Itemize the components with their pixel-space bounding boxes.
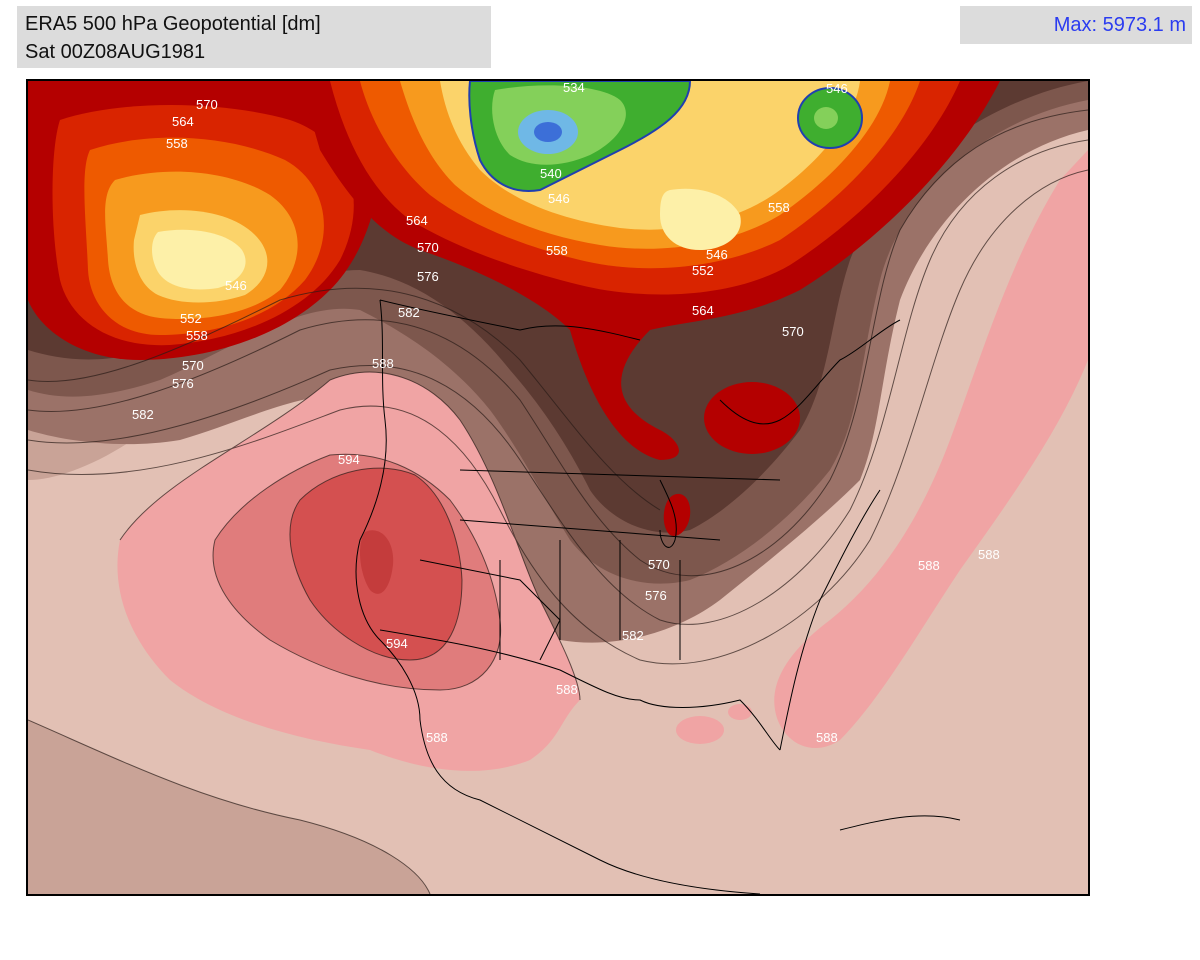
contour-label: 540	[540, 166, 562, 181]
contour-label: 558	[166, 136, 188, 151]
contour-label: 546	[225, 278, 247, 293]
contour-label: 558	[186, 328, 208, 343]
contour-label: 594	[338, 452, 360, 467]
contour-label: 552	[692, 263, 714, 278]
contour-label: 576	[172, 376, 194, 391]
contour-label: 564	[692, 303, 714, 318]
contour-label: 570	[196, 97, 218, 112]
blue-516-arctic	[534, 122, 562, 142]
valid-time: Sat 00Z08AUG1981	[25, 41, 206, 63]
title-box: ERA5 500 hPa Geopotential [dm] Sat 00Z08…	[17, 6, 491, 68]
florida-ridge-patch	[728, 704, 752, 720]
gulf-ridge-patch	[676, 716, 724, 744]
contour-label: 552	[180, 311, 202, 326]
green-core-greenland	[814, 107, 838, 129]
coastlines	[355, 299, 961, 894]
contour-label: 564	[406, 213, 428, 228]
contour-label: 564	[172, 114, 194, 129]
contour-label: 582	[132, 407, 154, 422]
chart-title: ERA5 500 hPa Geopotential [dm]	[25, 13, 321, 35]
contour-label: 576	[417, 269, 439, 284]
atlantic-ridge-588	[774, 150, 1088, 749]
contour-label: 558	[546, 243, 568, 258]
contour-label: 546	[548, 191, 570, 206]
contour-label: 588	[372, 356, 394, 371]
max-value-box: Max: 5973.1 m	[960, 6, 1192, 44]
max-value-text: Max: 5973.1 m	[1053, 14, 1186, 36]
map-frame: 570 564 558 546 552 558 570 576 582 534 …	[26, 79, 1090, 896]
band-southwest	[28, 720, 430, 894]
red-564-quebec	[704, 382, 800, 454]
contour-label: 570	[782, 324, 804, 339]
contour-label: 588	[556, 682, 578, 697]
contour-label: 546	[706, 247, 728, 262]
pale-yellow-baffin	[660, 188, 741, 250]
geopotential-map: 570 564 558 546 552 558 570 576 582 534 …	[28, 81, 1088, 894]
contour-label: 594	[386, 636, 408, 651]
contour-label: 558	[768, 200, 790, 215]
contour-label: 588	[816, 730, 838, 745]
ridge-max	[359, 530, 394, 594]
contour-label: 582	[622, 628, 644, 643]
contour-label: 576	[645, 588, 667, 603]
contour-label: 588	[426, 730, 448, 745]
contour-label: 534	[563, 81, 585, 95]
contour-label: 546	[826, 81, 848, 96]
contour-lines	[28, 109, 1088, 894]
contour-label: 588	[978, 547, 1000, 562]
contour-label: 570	[417, 240, 439, 255]
contour-label: 570	[648, 557, 670, 572]
contour-label: 582	[398, 305, 420, 320]
contour-labels: 570 564 558 546 552 558 570 576 582 534 …	[132, 81, 1000, 745]
contour-label: 588	[918, 558, 940, 573]
contour-label: 570	[182, 358, 204, 373]
pale-yellow-pacific	[152, 229, 246, 290]
red-564-michigan	[663, 493, 691, 536]
